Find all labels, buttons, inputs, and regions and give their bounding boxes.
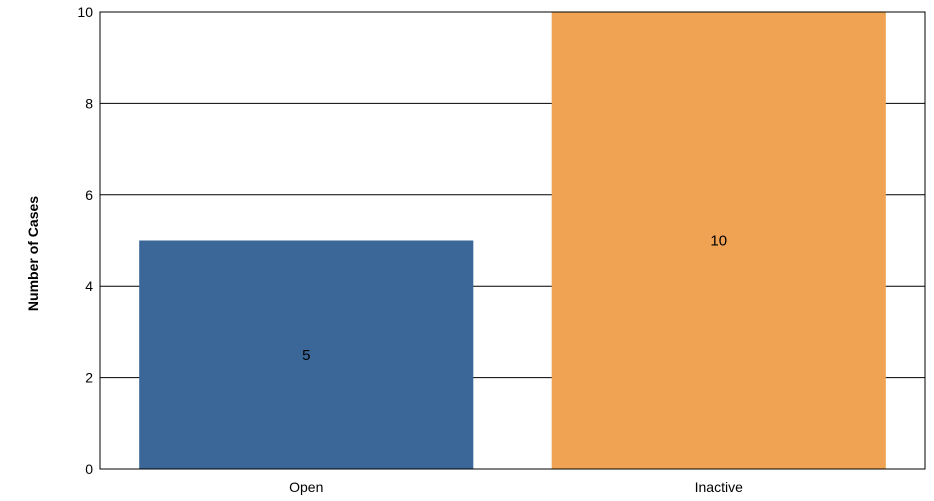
x-tick-label-inactive: Inactive bbox=[695, 479, 743, 495]
y-tick-label: 8 bbox=[85, 95, 93, 111]
y-tick-label: 0 bbox=[85, 461, 93, 477]
bar-inactive bbox=[551, 12, 886, 469]
bar-open bbox=[139, 240, 474, 469]
x-tick-label-open: Open bbox=[289, 479, 323, 495]
data-label-open: 5 bbox=[302, 347, 310, 364]
data-label-inactive: 10 bbox=[710, 233, 727, 250]
y-tick-label: 2 bbox=[85, 370, 93, 386]
bars bbox=[139, 12, 886, 469]
plot-area-frame bbox=[99, 11, 926, 470]
y-axis-label: Number of Cases bbox=[25, 196, 41, 311]
y-tick-label: 10 bbox=[77, 4, 93, 20]
data-labels: 5 10 bbox=[302, 233, 727, 364]
y-tick-label: 4 bbox=[85, 278, 93, 294]
x-tick-labels: Open Inactive bbox=[289, 479, 743, 495]
y-tick-label: 6 bbox=[85, 187, 93, 203]
y-tick-labels: 0 2 4 6 8 10 bbox=[77, 4, 93, 477]
